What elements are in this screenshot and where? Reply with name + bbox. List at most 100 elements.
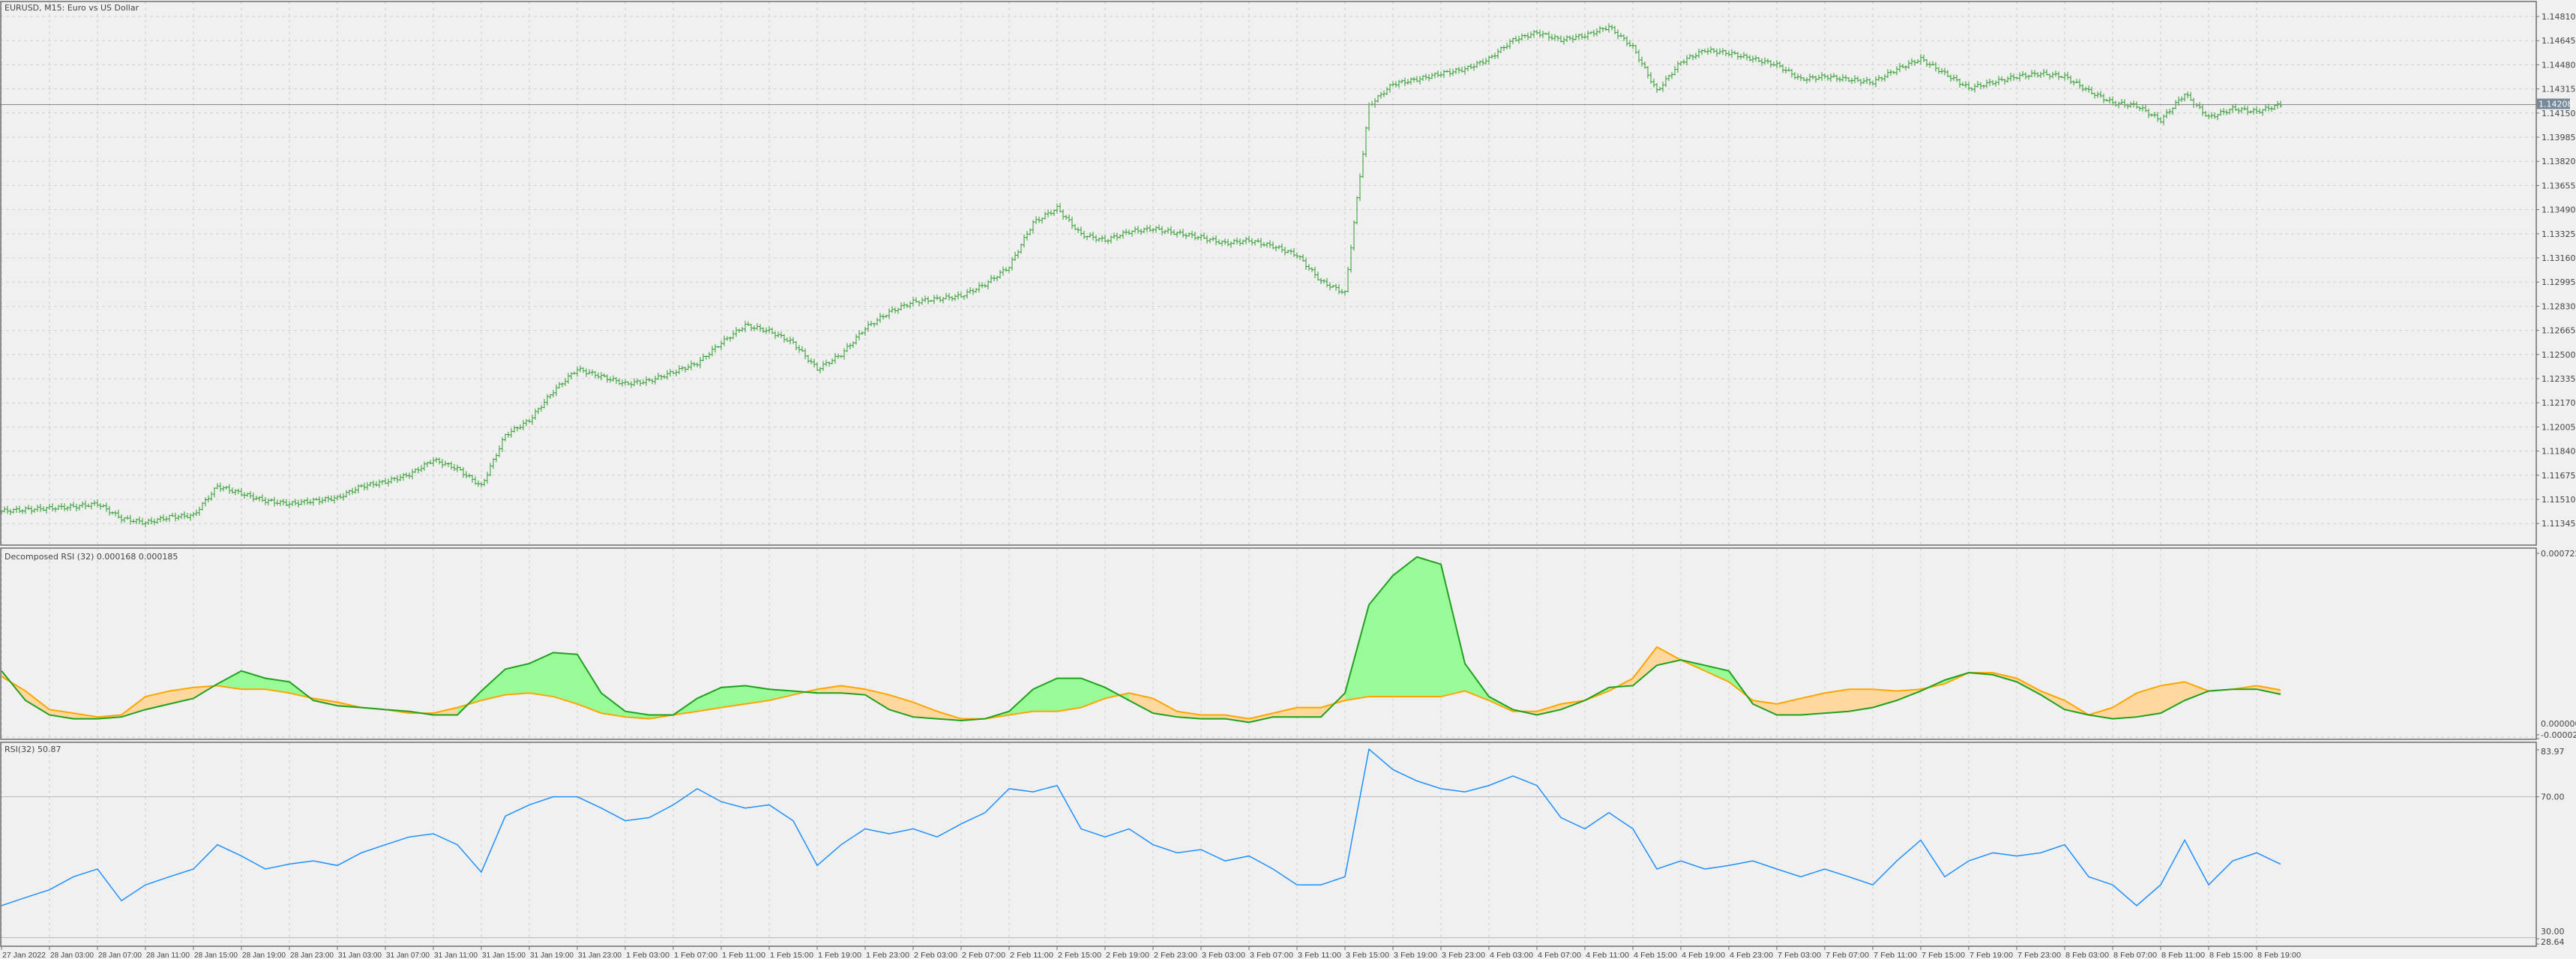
price-bar [2081,84,2084,92]
price-pane[interactable] [0,22,2536,528]
price-bar [1706,47,1709,55]
price-bar [1388,83,1391,93]
price-axis-label: 1.13820 [2542,157,2576,166]
price-bar [1685,55,1688,66]
price-bar [1373,98,1376,108]
orange-fill-area [1753,700,1777,715]
price-bar [729,336,732,342]
price-bar [216,483,219,490]
pane-frames [0,1,2537,947]
price-bar [2012,73,2015,81]
price-bar [135,518,138,525]
price-bar [1379,91,1382,99]
price-bar [825,359,828,367]
price-bar [309,499,312,505]
price-bar [1739,53,1742,60]
price-bar [1715,48,1718,57]
price-bar [702,353,705,361]
green-fill-area [505,663,529,695]
time-axis-label: 27 Jan 2022 [2,952,46,959]
price-bar [2042,68,2045,77]
price-bar [1295,252,1298,259]
price-bar [1421,75,1424,82]
price-bar [1457,67,1460,74]
price-bar [84,500,87,510]
price-bar [1433,72,1436,79]
price-bar [1083,230,1086,239]
price-axis-label: 1.14150 [2542,109,2576,118]
price-bar [1613,25,1616,34]
price-bar [303,499,306,505]
price-bar [426,461,429,467]
time-axis-label: 28 Jan 19:00 [242,952,286,959]
price-bar [1799,73,1802,82]
price-bar [1221,240,1224,247]
price-bar [732,331,735,340]
current-price-badge [2537,98,2570,109]
price-bar [447,462,450,467]
price-bar [951,295,954,301]
price-bar [1601,27,1604,32]
price-bar [1526,32,1529,40]
price-bar [693,361,696,367]
price-bar [1269,240,1272,248]
price-bar [1547,31,1550,41]
price-bar [324,496,327,503]
current-price-label: 1.14208 [2539,99,2573,109]
price-bar [2036,72,2039,78]
price-bar [1328,282,1331,291]
price-bar [480,481,483,487]
price-bar [9,508,12,515]
time-axis-label: 1 Feb 15:00 [770,952,813,959]
time-axis-label: 7 Feb 11:00 [1874,952,1917,959]
price-bar [372,480,375,488]
price-bar [138,516,141,524]
price-bar [33,508,36,514]
price-bar [1925,58,1928,67]
price-bar [126,515,129,520]
price-bar [1104,234,1107,243]
price-bar [1478,60,1481,66]
price-bar [1646,66,1649,79]
price-bar [243,492,246,499]
price-bar [1248,235,1251,243]
price-bar [72,502,75,508]
price-bar [2243,105,2246,111]
price-bar [690,360,693,370]
price-bar [2225,109,2228,115]
price-bar [1934,61,1937,72]
price-axis-label: 1.11675 [2542,471,2576,481]
price-axis-label: 1.12500 [2542,350,2576,360]
price-bar [1391,81,1394,87]
price-bar [1892,70,1895,75]
time-axis-label: 1 Feb 11:00 [722,952,765,959]
price-bar [1493,52,1496,59]
price-bar [1436,70,1439,78]
green-fill-area [1057,678,1081,712]
price-bar [2057,71,2060,80]
price-bar [1158,224,1161,231]
decomposed-rsi-pane[interactable] [1,556,2281,724]
price-bar [1406,79,1409,85]
price-bar [387,478,390,487]
price-bar [1355,196,1358,225]
price-bar [981,282,984,289]
price-bar [1182,229,1185,238]
price-bar [828,361,831,367]
price-bar [1634,44,1637,54]
price-bar [1496,48,1499,59]
price-bar [1598,25,1601,34]
price-bar [1188,232,1191,237]
price-bar [15,505,18,513]
price-bar [990,274,993,283]
rsi-pane[interactable] [0,748,2536,939]
price-bar [606,374,609,383]
time-axis-label: 1 Feb 23:00 [866,952,909,959]
price-bar [1964,81,1967,88]
drsi-axis-label: 0.000722 [2541,549,2576,559]
price-bar [885,314,888,319]
price-bar [939,295,942,303]
price-bar [1128,229,1131,235]
price-bar [780,331,783,338]
